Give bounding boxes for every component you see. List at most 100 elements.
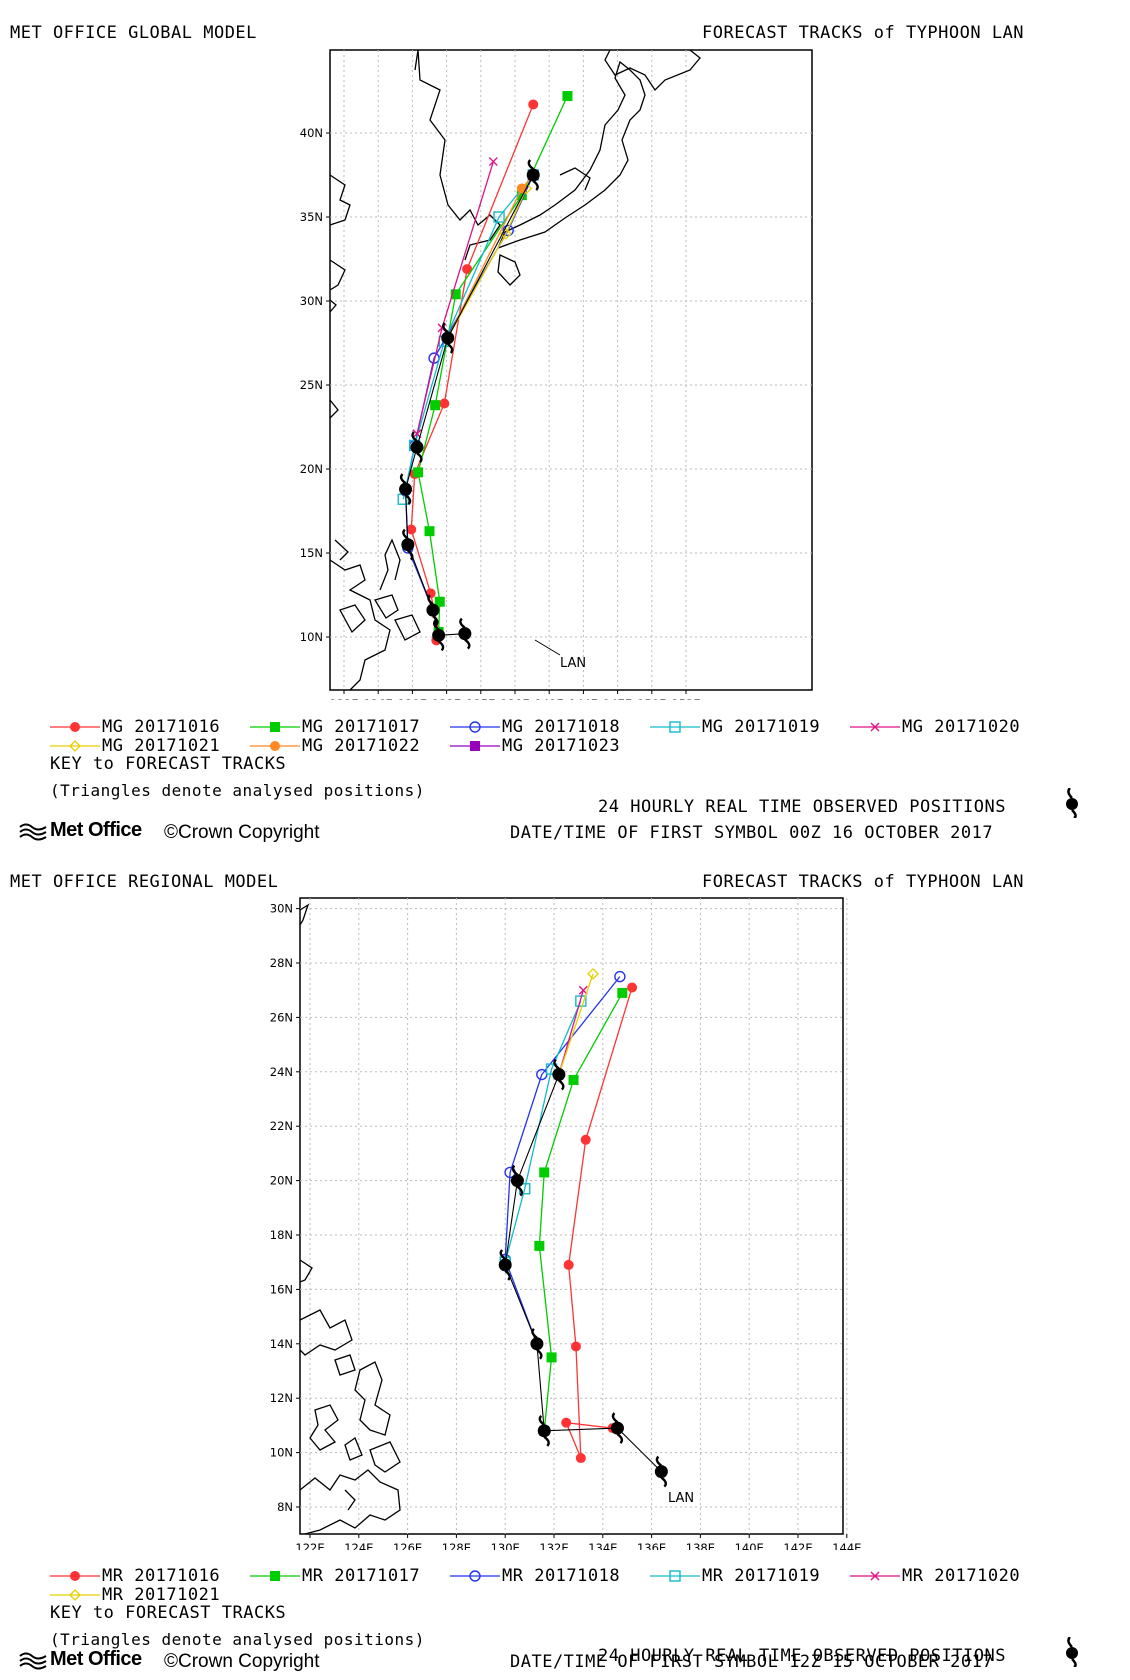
observed-cyclone-icon bbox=[410, 431, 424, 464]
triangles-note: (Triangles denote analysed positions) bbox=[50, 781, 425, 800]
legend-label: MR 20171020 bbox=[902, 1566, 1021, 1586]
legend-entry: MR 20171016 bbox=[50, 1566, 220, 1586]
lat-tick-label: 40N bbox=[300, 126, 323, 140]
lat-tick-label: 20N bbox=[270, 1174, 293, 1188]
forecast-track bbox=[399, 169, 539, 616]
legend-label: MG 20171016 bbox=[102, 717, 221, 737]
lat-tick-label: 24N bbox=[270, 1065, 293, 1079]
first-symbol-datetime: DATE/TIME OF FIRST SYMBOL 00Z 16 OCTOBER… bbox=[510, 823, 994, 843]
lon-tick-label: 132E bbox=[539, 1541, 568, 1550]
legend-swatch-icon bbox=[250, 741, 300, 751]
met-office-logo-icon bbox=[19, 823, 47, 841]
legend-entry: MR 20171017 bbox=[250, 1566, 420, 1586]
forecast-title: FORECAST TRACKS of TYPHOON LAN bbox=[702, 23, 1025, 43]
observed-cyclone-icon bbox=[552, 1058, 566, 1091]
lat-tick-label: 10N bbox=[270, 1446, 293, 1460]
lat-tick-label: 16N bbox=[270, 1282, 293, 1296]
observed-cyclone-icon bbox=[458, 617, 472, 650]
track-point bbox=[614, 970, 626, 983]
observed-cyclone-icon bbox=[537, 1414, 551, 1447]
lon-tick-label: 150E bbox=[637, 697, 666, 700]
legend-entry: MG 20171019 bbox=[650, 717, 820, 737]
coastlines bbox=[329, 49, 701, 691]
track-point bbox=[488, 157, 498, 167]
legend-swatch-icon bbox=[50, 1589, 100, 1601]
lat-tick-label: 25N bbox=[300, 378, 323, 392]
legend-marker bbox=[669, 1570, 681, 1582]
legend-swatch-icon bbox=[50, 740, 100, 752]
legend-entry: MR 20171021 bbox=[50, 1585, 220, 1605]
storm-label: LAN bbox=[668, 1491, 694, 1506]
storm-label-leader bbox=[534, 639, 561, 656]
track-point bbox=[539, 1167, 550, 1178]
legend-marker bbox=[70, 722, 80, 732]
legend-label: MR 20171019 bbox=[702, 1566, 821, 1586]
legend-entry: MG 20171021 bbox=[50, 736, 220, 756]
legend-swatch-icon bbox=[450, 721, 500, 733]
track-map: 123E 126E 129E 132E 135E 138E 141E 144E 147E 150E… bbox=[300, 49, 813, 700]
legend-entry: MG 20171022 bbox=[250, 736, 420, 756]
met-office-logo-icon bbox=[19, 1652, 47, 1670]
lon-tick-label: 140E bbox=[735, 1541, 764, 1550]
legend-marker bbox=[870, 1571, 880, 1581]
track-point bbox=[516, 190, 527, 201]
lon-tick-label: 136E bbox=[637, 1541, 666, 1550]
forecast-track bbox=[499, 970, 626, 1350]
observed-note: 24 HOURLY REAL TIME OBSERVED POSITIONS bbox=[598, 797, 1006, 817]
observed-cyclone-icon bbox=[432, 619, 446, 652]
lat-tick-label: 30N bbox=[270, 902, 293, 916]
legend-entry: MG 20171018 bbox=[450, 717, 620, 737]
track-point bbox=[406, 524, 417, 535]
forecast-track bbox=[406, 99, 539, 646]
legend-entry: MG 20171016 bbox=[50, 717, 220, 737]
legend-marker bbox=[669, 721, 681, 733]
track-line bbox=[410, 104, 534, 641]
lat-tick-label: 20N bbox=[300, 462, 323, 476]
observed-track-line bbox=[504, 1074, 662, 1473]
legend-entry: MR 20171019 bbox=[650, 1566, 820, 1586]
track-line bbox=[447, 188, 527, 339]
legend-swatch-icon bbox=[650, 721, 700, 733]
track-line bbox=[558, 973, 594, 1075]
lat-tick-label: 22N bbox=[270, 1119, 293, 1133]
track-point bbox=[575, 995, 587, 1007]
legend-swatch-icon bbox=[250, 1571, 300, 1581]
legend-marker bbox=[870, 722, 880, 732]
lon-tick-label: 153E bbox=[671, 697, 700, 700]
lon-tick-label: 124E bbox=[344, 1541, 373, 1550]
observed-positions bbox=[399, 159, 540, 652]
lon-tick-label: 126E bbox=[393, 1541, 422, 1550]
track-point bbox=[534, 1240, 545, 1251]
legend-entry: MG 20171023 bbox=[450, 736, 620, 756]
legend-swatch-icon bbox=[50, 1571, 100, 1581]
triangles-note: (Triangles denote analysed positions) bbox=[50, 1630, 425, 1649]
legend-label: MG 20171023 bbox=[502, 736, 621, 756]
track-point bbox=[430, 400, 441, 411]
lat-tick-label: 14N bbox=[270, 1337, 293, 1351]
key-title: KEY to FORECAST TRACKS bbox=[50, 754, 287, 774]
forecast-track bbox=[534, 987, 628, 1436]
lon-tick-label: 142E bbox=[783, 1541, 812, 1550]
legend-entry: MG 20171020 bbox=[850, 717, 1020, 737]
legend-swatch-icon bbox=[850, 722, 900, 732]
legend-swatch-icon bbox=[850, 1571, 900, 1581]
track-point bbox=[450, 289, 461, 300]
observed-cyclone-icon bbox=[426, 594, 440, 626]
track-point bbox=[424, 526, 435, 537]
legend-label: MG 20171020 bbox=[902, 717, 1021, 737]
track-line bbox=[402, 174, 534, 500]
legend-swatch-icon bbox=[450, 1570, 500, 1582]
legend-marker bbox=[470, 741, 480, 751]
legend-swatch-icon bbox=[650, 1570, 700, 1582]
lon-tick-label: 134E bbox=[588, 1541, 617, 1550]
lon-tick-label: 135E bbox=[466, 697, 495, 700]
lon-tick-label: 141E bbox=[535, 697, 564, 700]
legend-entry: MR 20171018 bbox=[450, 1566, 620, 1586]
track-line bbox=[538, 992, 623, 1431]
storm-label: LAN bbox=[560, 656, 586, 671]
lon-tick-label: 126E bbox=[364, 697, 393, 700]
met-office-logo: Met Office bbox=[50, 1648, 142, 1670]
legend-label: MG 20171021 bbox=[102, 736, 221, 756]
forecast-track bbox=[552, 967, 599, 1081]
observed-cyclone-icon bbox=[530, 1327, 544, 1360]
